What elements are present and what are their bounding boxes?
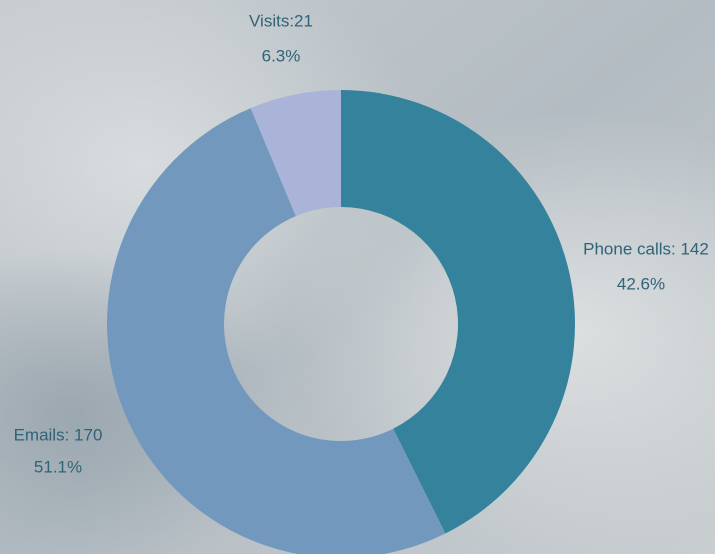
slice-percent: 6.3%	[262, 46, 301, 65]
slice-label: Phone calls: 142	[583, 239, 709, 258]
slice	[107, 108, 446, 554]
slice-percent: 51.1%	[34, 457, 82, 476]
slice-label: Emails: 170	[14, 425, 103, 444]
slice	[250, 90, 341, 217]
donut	[107, 89, 576, 554]
slice-percent: 42.6%	[617, 274, 665, 293]
slice	[341, 89, 576, 534]
slice-label: Visits:21	[249, 11, 313, 30]
